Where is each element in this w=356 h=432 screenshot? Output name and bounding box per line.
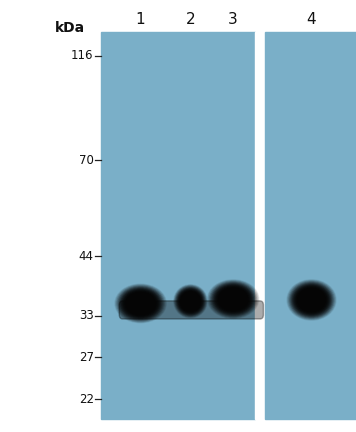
Bar [0,0,101,432]
Ellipse shape [121,289,160,318]
Ellipse shape [300,291,323,309]
Ellipse shape [122,289,159,318]
Ellipse shape [130,296,151,311]
Ellipse shape [217,287,249,311]
Ellipse shape [180,291,201,312]
Bar [255,32,265,419]
Ellipse shape [125,291,157,316]
Ellipse shape [119,287,163,320]
Text: 4: 4 [307,12,316,27]
Ellipse shape [176,287,205,315]
Text: 70: 70 [79,154,94,167]
Ellipse shape [177,288,204,315]
Ellipse shape [209,281,258,318]
Ellipse shape [295,286,328,314]
Ellipse shape [210,282,256,317]
FancyBboxPatch shape [119,301,263,319]
Ellipse shape [222,290,245,308]
Ellipse shape [211,283,255,316]
Ellipse shape [184,295,197,308]
Text: 1: 1 [136,12,146,27]
Ellipse shape [287,280,336,320]
Ellipse shape [218,288,248,310]
Ellipse shape [116,285,165,322]
Bar [0,0,356,32]
Text: 44: 44 [79,250,94,263]
Ellipse shape [182,293,199,309]
Ellipse shape [117,286,164,321]
Ellipse shape [174,285,207,318]
Ellipse shape [302,292,321,308]
Ellipse shape [120,288,162,319]
Bar [265,32,356,419]
Ellipse shape [215,285,252,313]
Ellipse shape [299,290,324,310]
Ellipse shape [126,292,156,314]
Ellipse shape [178,289,203,314]
Text: 22: 22 [79,393,94,406]
Ellipse shape [181,292,200,311]
FancyBboxPatch shape [119,301,263,319]
Ellipse shape [223,292,244,307]
Ellipse shape [128,294,153,313]
Ellipse shape [289,282,334,318]
Ellipse shape [178,289,203,313]
Ellipse shape [129,295,152,312]
Ellipse shape [288,281,335,319]
Text: 27: 27 [79,350,94,364]
Ellipse shape [294,286,329,314]
Ellipse shape [183,294,198,308]
Text: kDa: kDa [55,21,85,35]
Ellipse shape [290,283,333,318]
Ellipse shape [212,283,254,315]
Text: 3: 3 [228,12,238,27]
Ellipse shape [221,289,246,308]
Ellipse shape [182,292,199,310]
Ellipse shape [175,286,206,316]
Ellipse shape [292,283,331,317]
FancyBboxPatch shape [119,301,263,319]
Ellipse shape [174,286,206,317]
Ellipse shape [219,289,247,309]
Ellipse shape [216,286,251,312]
Ellipse shape [115,284,166,323]
Text: 33: 33 [79,309,94,322]
Ellipse shape [297,288,326,312]
Text: 116: 116 [71,49,94,63]
Ellipse shape [296,287,327,313]
Text: 2: 2 [185,12,195,27]
Bar [101,32,255,419]
Ellipse shape [208,280,259,318]
Ellipse shape [179,290,202,312]
Ellipse shape [127,293,155,314]
Ellipse shape [298,289,325,311]
Ellipse shape [214,284,253,314]
Ellipse shape [123,290,158,317]
Ellipse shape [293,284,330,315]
